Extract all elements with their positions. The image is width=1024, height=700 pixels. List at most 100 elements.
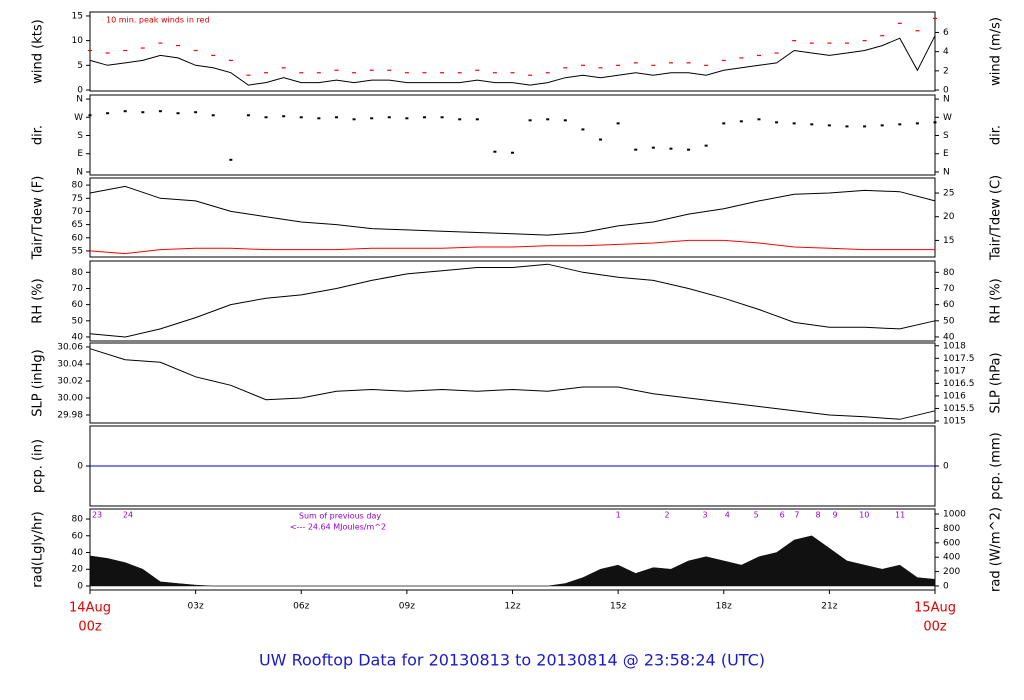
direction-point <box>757 118 761 121</box>
sun-hour-label: 24 <box>123 511 133 520</box>
y2-axis-label: dir. <box>989 125 1004 145</box>
direction-point <box>845 125 849 128</box>
y2-tick-label: 60 <box>943 300 955 310</box>
direction-point <box>493 150 497 153</box>
y-tick-label: 75 <box>72 194 83 204</box>
panel-frame <box>89 177 936 258</box>
y-tick-label: 40 <box>72 548 84 558</box>
direction-point <box>158 110 162 113</box>
y2-tick-label: 1015.5 <box>943 404 975 414</box>
sun-hour-label: 7 <box>794 511 799 520</box>
sun-hour-label: 2 <box>665 511 670 520</box>
y-tick-label: 0 <box>77 462 83 472</box>
y-tick-label: 0 <box>77 581 83 591</box>
y-axis-label: rad(Lgly/hr) <box>31 511 46 587</box>
y2-tick-label: 600 <box>943 538 960 548</box>
y2-axis-label: wind (m/s) <box>989 17 1004 86</box>
y-axis-label: RH (%) <box>31 278 46 323</box>
y-tick-label: 60 <box>72 531 84 541</box>
panel-frame <box>89 260 936 342</box>
y2-tick-label: 4 <box>943 47 949 57</box>
direction-point <box>933 121 937 124</box>
direction-point <box>581 128 585 131</box>
annotation: <--- 24.64 MJoules/m^2 <box>290 523 386 532</box>
direction-point <box>141 111 145 114</box>
y-tick-label: 60 <box>72 300 84 310</box>
y-tick-label: 40 <box>72 332 84 342</box>
y-tick-label: N <box>76 95 83 105</box>
direction-point <box>898 123 902 126</box>
y-tick-label: 30.02 <box>57 377 83 387</box>
y2-tick-label: 200 <box>943 567 960 577</box>
y2-tick-label: 1000 <box>943 510 966 520</box>
direction-point <box>704 144 708 147</box>
y2-tick-label: 400 <box>943 553 960 563</box>
sun-hour-label: 8 <box>816 511 821 520</box>
y2-tick-label: 1016 <box>943 391 966 401</box>
x-tick-label: 06z <box>293 602 309 612</box>
x-date-label: 15Aug <box>914 601 956 616</box>
sun-hour-label: 1 <box>616 511 621 520</box>
y-tick-label: 0 <box>77 86 83 96</box>
y2-axis-label: pcp. (mm) <box>989 432 1004 499</box>
x-tick-label: 21z <box>821 602 837 612</box>
direction-point <box>599 138 603 141</box>
y-tick-label: 70 <box>72 284 84 294</box>
y-tick-label: S <box>77 131 83 141</box>
direction-point <box>317 117 321 120</box>
direction-point <box>211 114 215 117</box>
series-line <box>89 348 936 420</box>
x-tick-label: 15z <box>610 602 626 612</box>
annotation: Sum of previous day <box>299 512 381 521</box>
direction-point <box>352 118 356 121</box>
y2-tick-label: 20 <box>943 212 955 222</box>
direction-point <box>264 116 268 119</box>
direction-point <box>194 111 198 114</box>
y-tick-label: 10 <box>72 36 84 46</box>
y-tick-label: 80 <box>72 268 84 278</box>
y-tick-label: 30.04 <box>57 359 83 369</box>
y-tick-label: 50 <box>72 316 84 326</box>
direction-point <box>651 146 655 149</box>
y2-axis-label: RH (%) <box>989 278 1004 323</box>
direction-point <box>106 112 110 115</box>
direction-point <box>440 116 444 119</box>
y-tick-label: 65 <box>72 220 83 230</box>
y-tick-label: 80 <box>72 181 84 191</box>
direction-point <box>511 151 514 154</box>
direction-point <box>422 116 426 119</box>
series-line <box>89 185 936 236</box>
series-line <box>89 263 936 338</box>
direction-point <box>458 118 462 121</box>
direction-point <box>915 122 919 125</box>
direction-point <box>370 117 374 120</box>
sun-hour-label: 3 <box>703 511 708 520</box>
y2-tick-label: 0 <box>943 86 949 96</box>
y2-tick-label: 40 <box>943 332 955 342</box>
y2-tick-label: 0 <box>943 581 949 591</box>
sun-hour-label: 4 <box>725 511 730 520</box>
direction-point <box>810 123 814 126</box>
y2-tick-label: 1015 <box>943 416 966 426</box>
page-title: UW Rooftop Data for 20130813 to 20130814… <box>259 651 765 670</box>
direction-point <box>123 110 127 113</box>
x-tick-label: 09z <box>399 602 415 612</box>
y-tick-label: 80 <box>72 515 84 525</box>
x-tick-label: 00z <box>78 620 102 635</box>
series-line <box>89 35 936 86</box>
direction-point <box>775 121 779 124</box>
y2-tick-label: 6 <box>943 28 949 38</box>
y2-tick-label: N <box>943 95 950 105</box>
y2-tick-label: E <box>943 149 949 159</box>
direction-point <box>475 118 479 121</box>
y2-axis-label: SLP (hPa) <box>989 352 1004 413</box>
y-axis-label: pcp. (in) <box>31 439 46 493</box>
y-axis-label: SLP (inHg) <box>31 349 46 417</box>
y2-axis-label: Tair/Tdew (C) <box>989 175 1004 261</box>
sun-hour-label: 9 <box>832 511 837 520</box>
direction-point <box>546 118 550 121</box>
y2-tick-label: 1017 <box>943 366 966 376</box>
direction-point <box>863 125 867 128</box>
direction-point <box>334 116 338 119</box>
